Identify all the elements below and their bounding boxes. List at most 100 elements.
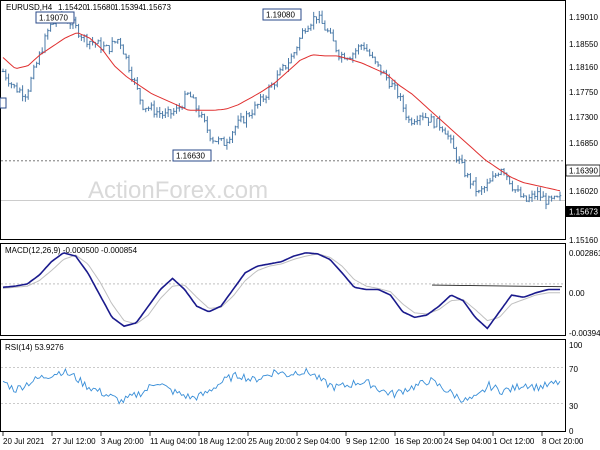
price-bar bbox=[124, 53, 128, 60]
price-bar bbox=[452, 135, 455, 149]
price-bar bbox=[455, 146, 458, 163]
price-bar bbox=[222, 136, 226, 146]
price-bar bbox=[429, 113, 433, 123]
price-bar bbox=[441, 126, 444, 133]
price-bar bbox=[533, 190, 537, 200]
callout-high-1-text: 1.19070 bbox=[39, 14, 68, 23]
x-tick-label: 16 Sep 20:00 bbox=[395, 437, 443, 446]
price-bar bbox=[553, 195, 556, 200]
callout-high-1: 1.19070 bbox=[35, 11, 75, 24]
price-bar bbox=[152, 100, 156, 118]
price-bar bbox=[337, 49, 341, 61]
price-bar bbox=[544, 192, 548, 210]
callout-low-1-text: 1.16630 bbox=[176, 152, 205, 161]
price-bar bbox=[217, 136, 220, 145]
price-bar bbox=[197, 105, 201, 118]
price-bar bbox=[555, 195, 559, 198]
x-tick-label: 27 Jul 12:00 bbox=[52, 437, 96, 446]
price-bar bbox=[457, 156, 461, 164]
price-bar bbox=[203, 113, 206, 123]
callout-high-2: 1.19080 bbox=[262, 8, 302, 21]
macd-title: MACD(12,26,9) -0.000500 -0.000854 bbox=[5, 246, 138, 255]
price-bar bbox=[474, 176, 478, 197]
price-bar bbox=[351, 52, 355, 63]
price-bar bbox=[119, 37, 122, 50]
price-bar bbox=[449, 134, 453, 144]
macd-signal-line bbox=[2, 253, 560, 325]
price-bar bbox=[289, 53, 293, 64]
moving-average-line bbox=[2, 32, 561, 192]
rsi-y-tick-0: 0 bbox=[569, 427, 574, 436]
price-bar bbox=[460, 154, 464, 164]
price-bar bbox=[519, 186, 523, 198]
price-bar bbox=[35, 61, 38, 68]
price-bar bbox=[331, 29, 335, 42]
price-bar bbox=[432, 115, 436, 129]
price-bar bbox=[110, 37, 114, 53]
price-bar bbox=[530, 190, 534, 203]
price-bar bbox=[144, 107, 148, 113]
macd-y-tick-2: -0.00394 bbox=[569, 329, 600, 338]
price-bar bbox=[211, 136, 215, 144]
price-bar bbox=[407, 115, 411, 123]
ohlc-open: 1.15420 bbox=[58, 3, 87, 12]
watermark: ActionForex.com bbox=[88, 177, 268, 204]
price-bar bbox=[446, 130, 450, 140]
callout-high-2-text: 1.19080 bbox=[266, 11, 295, 20]
rsi-line bbox=[2, 367, 561, 405]
price-bar bbox=[108, 44, 111, 55]
price-bar bbox=[365, 44, 369, 52]
price-bar bbox=[421, 112, 425, 121]
price-bar bbox=[516, 185, 520, 192]
price-bar bbox=[550, 195, 553, 202]
price-bar bbox=[435, 118, 439, 128]
price-bar bbox=[155, 107, 159, 118]
ohlc-high: 1.15680 bbox=[86, 3, 115, 12]
price-bar bbox=[390, 79, 394, 88]
callout-left-edge bbox=[0, 97, 7, 109]
ohlc-close: 1.15673 bbox=[142, 3, 171, 12]
price-bar bbox=[418, 114, 422, 126]
price-bar bbox=[301, 28, 304, 39]
price-bar bbox=[466, 172, 469, 178]
price-y-tick-7: 1.15160 bbox=[569, 236, 598, 245]
price-bar bbox=[443, 127, 447, 135]
price-bar bbox=[29, 76, 33, 92]
price-panel bbox=[0, 0, 566, 240]
price-bar bbox=[18, 87, 22, 93]
price-bar bbox=[477, 189, 481, 194]
price-bar bbox=[80, 34, 83, 41]
price-bar bbox=[253, 101, 257, 116]
x-tick-label: 11 Aug 04:00 bbox=[150, 437, 197, 446]
price-bar bbox=[323, 20, 327, 31]
price-bar bbox=[373, 56, 377, 65]
price-bar bbox=[105, 44, 108, 47]
price-bar bbox=[245, 110, 248, 128]
price-bar bbox=[499, 168, 503, 176]
price-bar bbox=[539, 187, 542, 201]
price-bar bbox=[164, 108, 167, 119]
price-bar bbox=[513, 189, 517, 193]
price-bar bbox=[234, 125, 237, 136]
price-bar bbox=[239, 112, 243, 123]
price-bar bbox=[320, 10, 324, 24]
price-bar bbox=[312, 11, 315, 30]
price-bar bbox=[362, 42, 366, 51]
price-y-tick-4: 1.17300 bbox=[569, 113, 598, 122]
price-bar bbox=[494, 173, 497, 178]
current-price-text: 1.15673 bbox=[569, 208, 598, 217]
price-bar bbox=[231, 131, 234, 144]
price-bar bbox=[12, 83, 16, 89]
price-bar bbox=[1, 68, 5, 73]
price-bar bbox=[284, 65, 287, 70]
price-bar bbox=[133, 77, 136, 85]
price-bar bbox=[178, 103, 181, 112]
price-bar bbox=[541, 191, 545, 198]
price-bar bbox=[169, 109, 173, 119]
price-bar bbox=[248, 112, 251, 118]
macd-panel bbox=[0, 243, 566, 336]
price-bar bbox=[192, 94, 195, 99]
price-bar bbox=[376, 61, 380, 67]
price-bar bbox=[536, 187, 539, 201]
price-bar bbox=[558, 191, 562, 201]
